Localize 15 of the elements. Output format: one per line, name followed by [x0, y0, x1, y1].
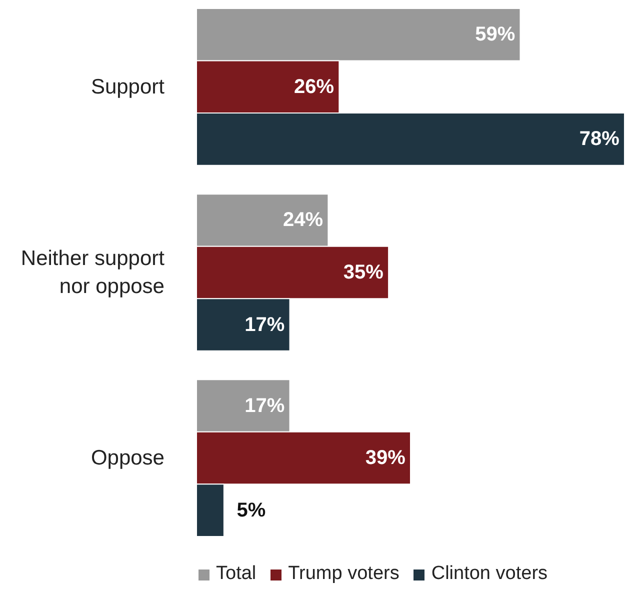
data-label: 39% [365, 447, 406, 470]
data-label: 26% [294, 76, 334, 98]
legend-label: Trump voters [288, 563, 400, 585]
data-label: 17% [244, 394, 285, 417]
data-label: 17% [244, 314, 285, 336]
y-tick-label: Oppose [90, 446, 165, 470]
data-label: 59% [475, 24, 516, 46]
data-label: 78% [579, 128, 620, 150]
legend-label: Clinton voters [431, 563, 548, 585]
legend-label: Total [216, 563, 256, 585]
data-label: 24% [283, 209, 324, 232]
data-label: 5% [236, 499, 266, 522]
data-label: 35% [343, 261, 384, 284]
y-tick-label: Neither support nor oppose [20, 247, 165, 298]
y-tick-label: Support [90, 75, 165, 98]
